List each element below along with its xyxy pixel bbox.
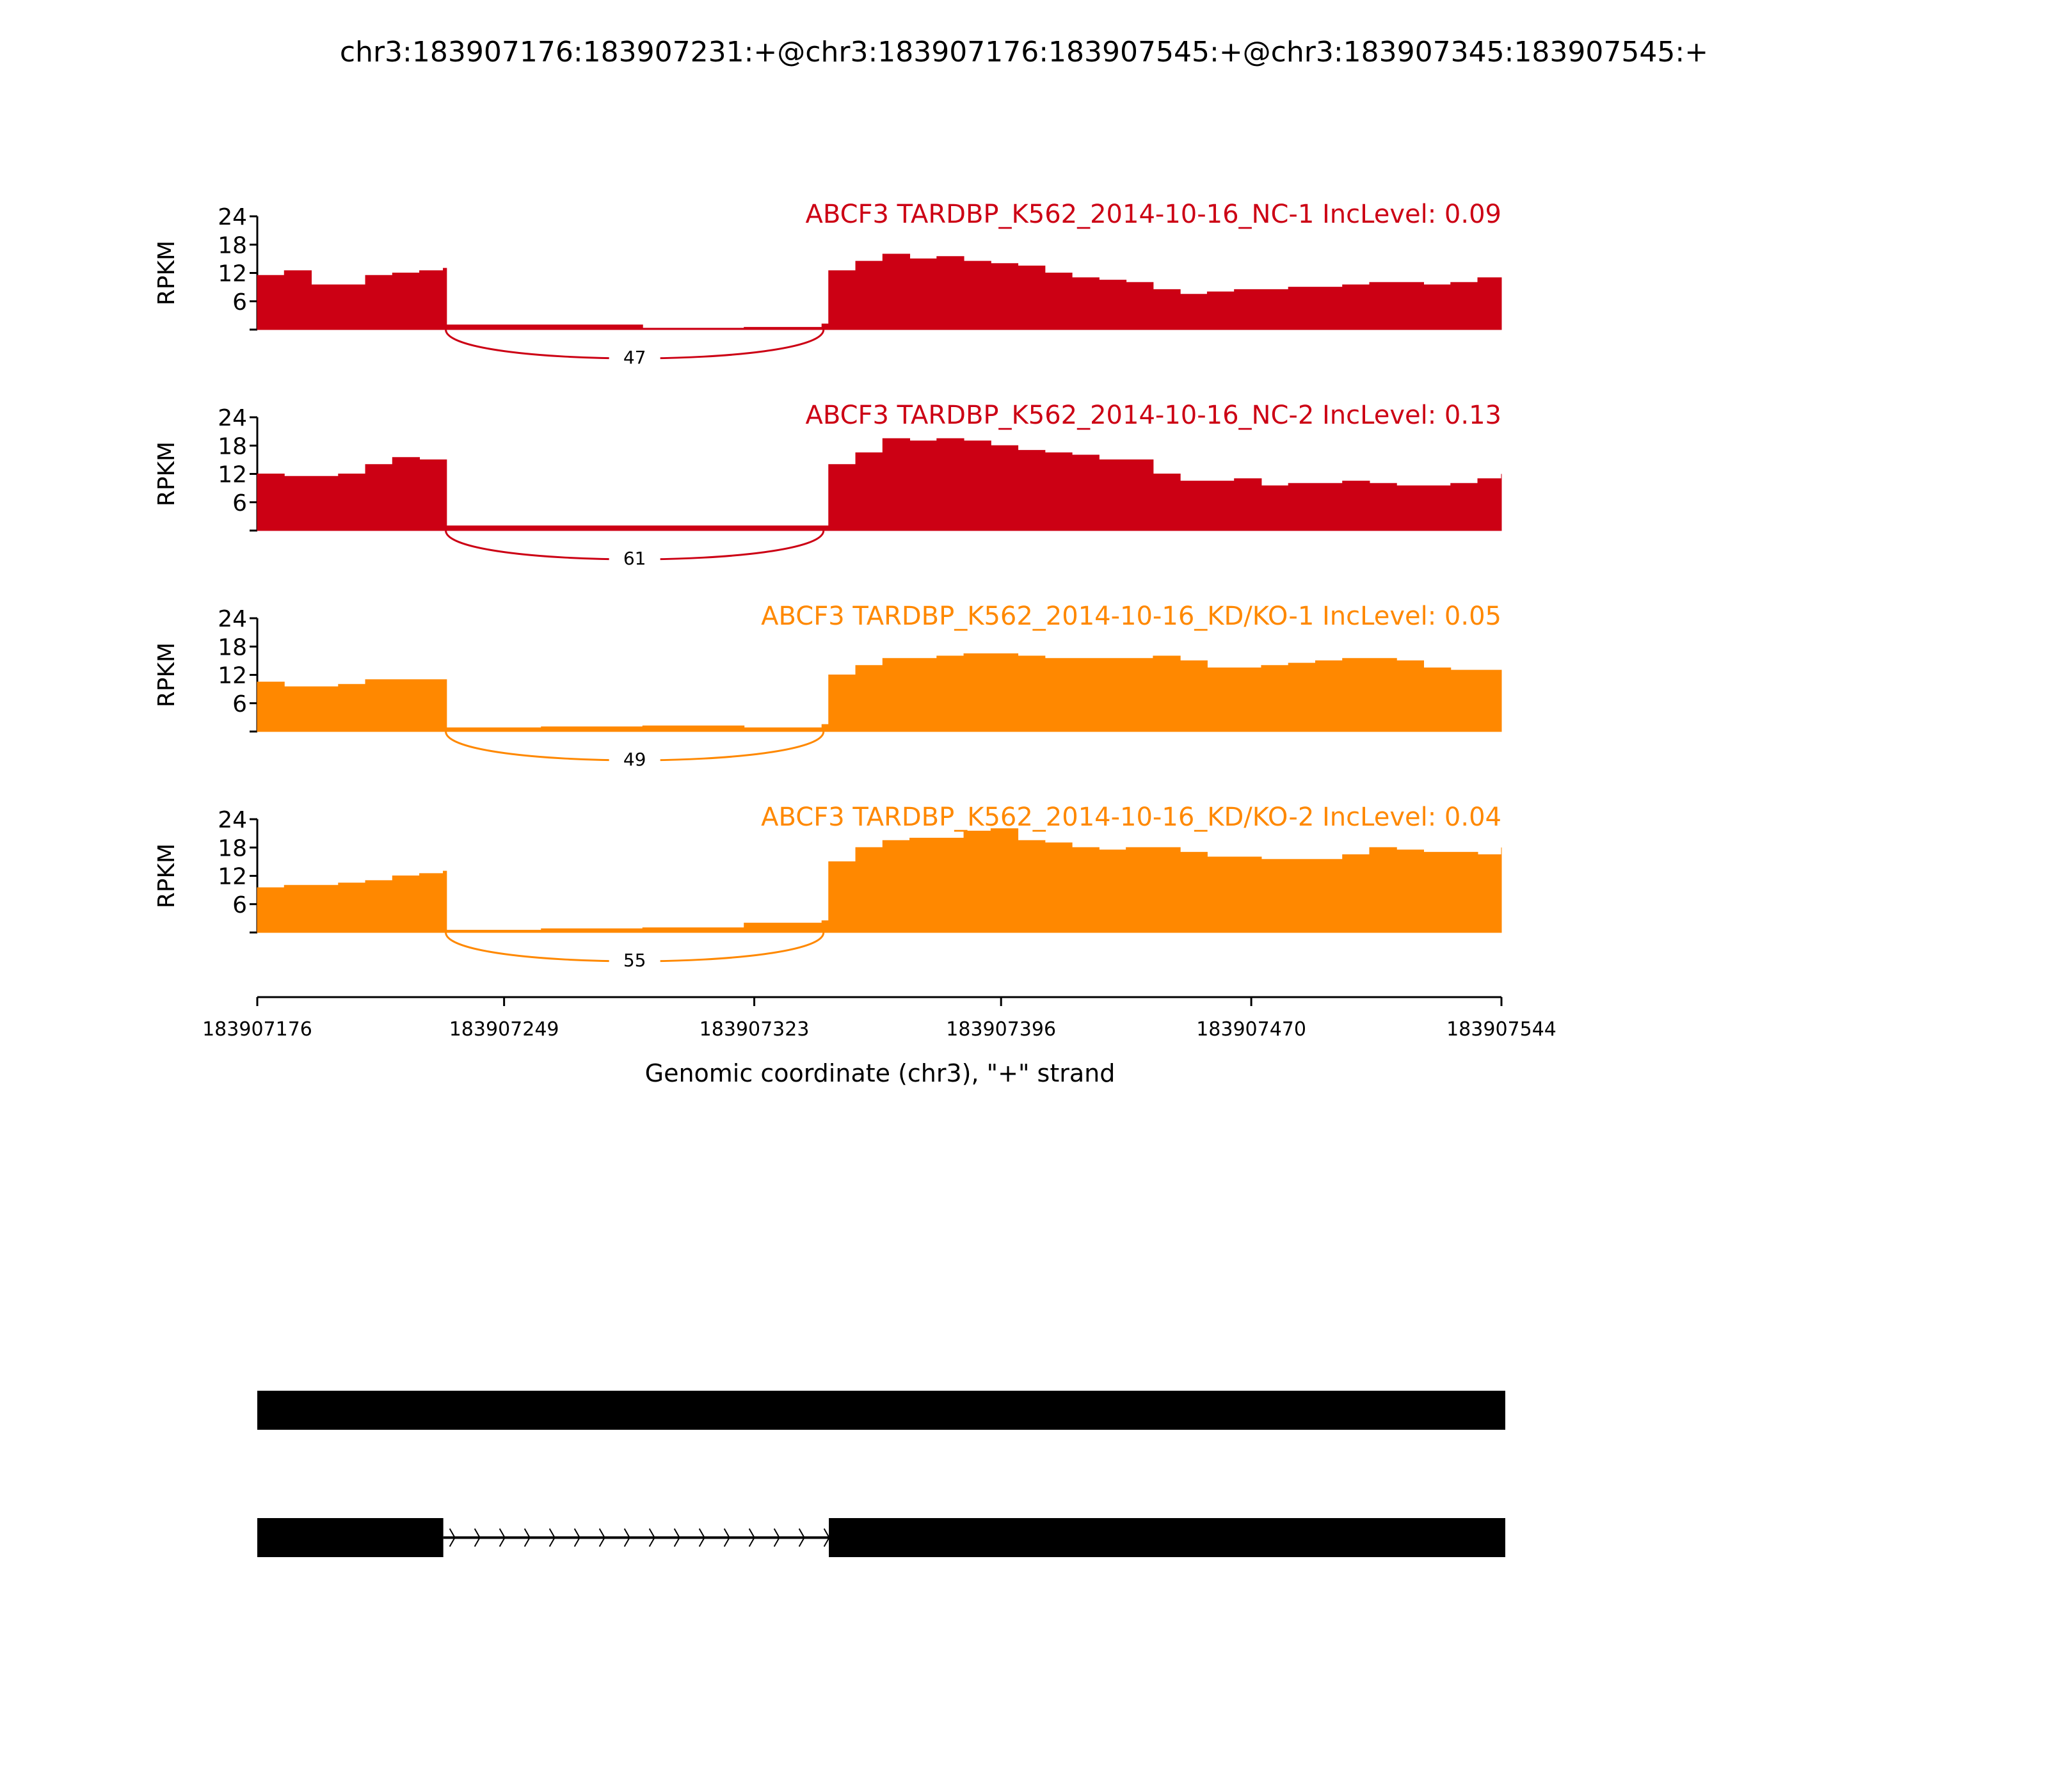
- strand-arrow-icon: [499, 1528, 506, 1547]
- strand-arrow-icon: [748, 1528, 755, 1547]
- strand-arrow-icon: [798, 1528, 805, 1547]
- coverage-area: [257, 253, 1502, 330]
- gene-model-track: [257, 1391, 1505, 1557]
- x-tick-label: 183907470: [1196, 1018, 1306, 1041]
- y-tick-label: 24: [218, 807, 247, 833]
- y-tick-label: 24: [218, 204, 247, 230]
- x-tick-label: 183907323: [700, 1018, 810, 1041]
- junction-label-bg: [609, 947, 660, 972]
- strand-arrow-icon: [673, 1528, 680, 1547]
- y-tick-label: 12: [218, 663, 247, 689]
- exon-block: [829, 1518, 1505, 1557]
- junction-count-label: 61: [623, 548, 646, 569]
- sample-label: ABCF3 TARDBP_K562_2014-10-16_KD/KO-1 Inc…: [761, 602, 1501, 631]
- y-tick-label: 6: [232, 289, 247, 316]
- y-tick-label: 24: [218, 405, 247, 431]
- junction-label-bg: [609, 746, 660, 771]
- coverage-area: [257, 438, 1502, 531]
- y-tick-label: 12: [218, 864, 247, 890]
- x-axis: 183907176 183907249 183907323 183907396 1839…: [202, 996, 1556, 1041]
- junction-label-bg: [609, 344, 660, 369]
- strand-arrow-icon: [648, 1528, 655, 1547]
- y-tick-label: 18: [218, 433, 247, 460]
- y-axis-label: RPKM: [154, 643, 180, 707]
- strand-arrow-icon: [598, 1528, 605, 1547]
- strand-arrow-icon: [723, 1528, 730, 1547]
- strand-arrow-icon: [773, 1528, 780, 1547]
- strand-arrow-icon: [548, 1528, 556, 1547]
- y-tick-label: 6: [232, 691, 247, 717]
- exon-block: [257, 1518, 444, 1557]
- x-tick-label: 183907176: [202, 1018, 312, 1041]
- exon-block: [257, 1391, 1505, 1430]
- y-tick-label: 24: [218, 606, 247, 632]
- chart-title: chr3:183907176:183907231:+@chr3:18390717…: [340, 36, 1708, 68]
- transcript: [257, 1391, 1505, 1430]
- y-tick-label: 12: [218, 261, 247, 287]
- y-axis-label: RPKM: [154, 844, 180, 908]
- strand-arrow-icon: [474, 1528, 481, 1547]
- junction-count-label: 49: [623, 749, 646, 770]
- sample-label: ABCF3 TARDBP_K562_2014-10-16_NC-1 IncLev…: [805, 200, 1501, 229]
- y-tick-label: 18: [218, 232, 247, 259]
- strand-arrow-icon: [573, 1528, 580, 1547]
- transcript: [257, 1518, 1505, 1557]
- y-tick-label: 12: [218, 462, 247, 488]
- x-tick-label: 183907544: [1446, 1018, 1556, 1041]
- y-tick-label: 18: [218, 835, 247, 861]
- y-tick-label: 6: [232, 892, 247, 918]
- y-tick-label: 6: [232, 490, 247, 516]
- sample-label: ABCF3 TARDBP_K562_2014-10-16_NC-2 IncLev…: [805, 401, 1501, 430]
- coverage-area: [257, 653, 1502, 732]
- junction-count-label: 47: [623, 347, 646, 368]
- y-axis-label: RPKM: [154, 241, 180, 305]
- strand-arrow-icon: [698, 1528, 705, 1547]
- x-axis-label: Genomic coordinate (chr3), "+" strand: [645, 1059, 1116, 1087]
- y-tick-label: 18: [218, 634, 247, 660]
- strand-arrow-icon: [524, 1528, 531, 1547]
- strand-arrow-icon: [449, 1528, 456, 1547]
- coverage-area: [257, 828, 1502, 933]
- junction-label-bg: [609, 545, 660, 570]
- x-tick-label: 183907249: [449, 1018, 559, 1041]
- x-tick-label: 183907396: [946, 1018, 1056, 1041]
- y-axis-label: RPKM: [154, 442, 180, 506]
- sample-label: ABCF3 TARDBP_K562_2014-10-16_KD/KO-2 Inc…: [761, 803, 1501, 832]
- junction-count-label: 55: [623, 950, 646, 971]
- strand-arrow-icon: [623, 1528, 630, 1547]
